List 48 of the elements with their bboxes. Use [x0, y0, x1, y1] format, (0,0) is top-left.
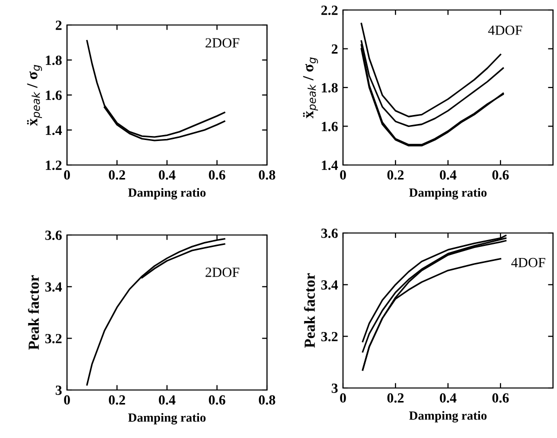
annotation: 4DOF	[488, 26, 522, 35]
y-tick-label: 1.4	[322, 160, 338, 170]
x-tick-label: 0	[340, 170, 346, 180]
x-tick-label: 0.6	[492, 170, 509, 180]
y-tick-label: 2	[332, 44, 338, 54]
x-tick-label: 0	[64, 170, 70, 180]
x-tick-label: 0.4	[440, 393, 456, 403]
x-tick-label: 0.2	[387, 170, 404, 180]
annotation: 2DOF	[206, 268, 240, 277]
y-axis-title: Peak factor	[304, 273, 315, 348]
annotation: 2DOF	[206, 38, 240, 48]
x-tick-label: 0.2	[387, 393, 404, 403]
y-tick-label: 3.6	[45, 230, 62, 240]
x-axis-title: Damping ratio	[128, 413, 206, 424]
y-tick-label: 1.2	[46, 160, 62, 170]
y-tick-label: 3.2	[45, 334, 62, 344]
x-tick-label: 0.8	[258, 170, 276, 180]
x-axis-title: Damping ratio	[409, 411, 487, 422]
y-tick-label: 1.6	[322, 122, 338, 132]
y-axis-title: Peak factor	[28, 275, 39, 350]
y-tick-label: 3.4	[45, 282, 62, 292]
y-tick-label: 1.6	[46, 90, 62, 100]
y-tick-label: 2	[56, 20, 62, 30]
y-tick-label: 3.4	[321, 280, 338, 290]
y-tick-label: 1.4	[46, 126, 62, 136]
x-axis-title: Damping ratio	[409, 188, 487, 200]
annotation: 4DOF	[511, 258, 546, 268]
y-tick-label: 3.2	[321, 332, 338, 342]
y-tick-label: 3.6	[321, 228, 338, 238]
y-tick-label: 3	[332, 384, 338, 393]
y-tick-label: 3	[56, 386, 62, 395]
y-tick-label: 1.8	[322, 83, 338, 93]
x-tick-label: 0.6	[208, 395, 226, 405]
x-tick-label: 0.4	[158, 395, 176, 405]
x-tick-label: 0.2	[108, 170, 126, 180]
x-tick-label: 0.6	[208, 170, 226, 180]
x-tick-label: 0.4	[440, 170, 456, 180]
x-tick-label: 0.6	[492, 393, 509, 403]
x-tick-label: 0.2	[108, 395, 126, 405]
y-tick-label: 2.2	[321, 6, 338, 16]
x-axis-title: Damping ratio	[128, 188, 206, 200]
x-tick-label: 0.8	[258, 395, 276, 405]
y-axis-title: ẍ$_{peak}$ / σ$_{g}$	[27, 64, 42, 126]
x-tick-label: 0.4	[158, 170, 176, 180]
y-axis-title: ẍ$_{peak}$ / σ$_{g}$	[303, 57, 318, 118]
x-tick-label: 0	[64, 395, 70, 405]
y-tick-label: 1.8	[46, 56, 62, 66]
x-tick-label: 0	[340, 393, 346, 403]
